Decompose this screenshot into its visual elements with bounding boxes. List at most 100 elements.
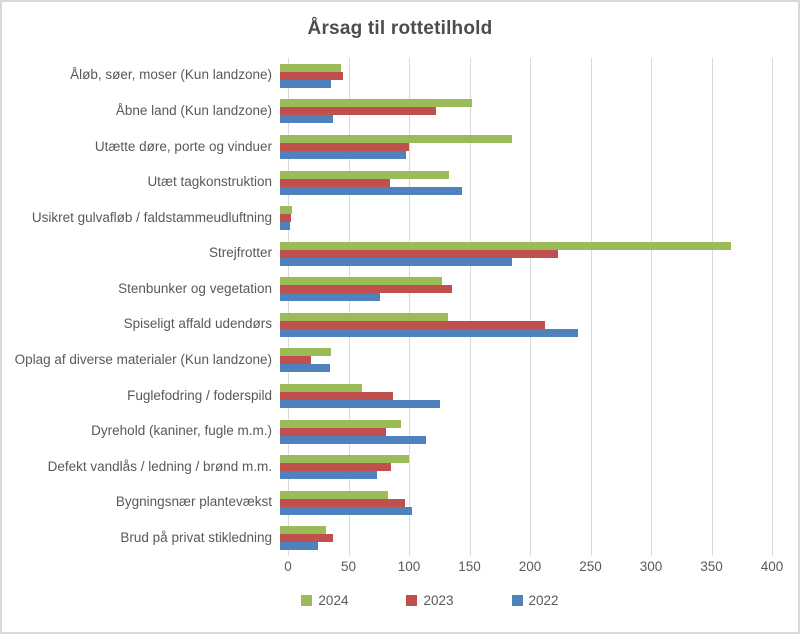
x-tick-label: 350 xyxy=(700,559,723,574)
category-label: Åbne land (Kun landzone) xyxy=(115,102,272,118)
bar-2024 xyxy=(280,419,401,428)
category-label: Fuglefodring / foderspild xyxy=(127,387,272,403)
bar-2024 xyxy=(280,490,388,499)
bar-2023 xyxy=(280,142,410,151)
category-label: Dyrehold (kaniner, fugle m.m.) xyxy=(91,423,272,439)
bar-2024 xyxy=(280,455,410,464)
bar-2022 xyxy=(280,399,440,408)
legend-label: 2024 xyxy=(318,592,349,608)
bar-2022 xyxy=(280,186,462,195)
bar-2022 xyxy=(280,328,578,337)
legend-item-2022: 2022 xyxy=(511,592,559,608)
bar-2023 xyxy=(280,214,291,223)
bar-2022 xyxy=(280,364,330,373)
category-rows: Åløb, søer, moser (Kun landzone) Åbne lan… xyxy=(2,58,798,556)
x-tick-label: 50 xyxy=(340,559,357,574)
category-row: Bygningsnær plantevækst xyxy=(2,485,798,521)
x-tick-label: 300 xyxy=(639,559,663,574)
category-row: Usikret gulvafløb / faldstammeudluftning xyxy=(2,200,798,236)
category-label: Åløb, søer, moser (Kun landzone) xyxy=(70,67,272,83)
gridline-250 xyxy=(590,58,592,556)
category-label: Defekt vandlås / ledning / brønd m.m. xyxy=(47,458,272,474)
bar-2022 xyxy=(280,435,427,444)
bar-2022 xyxy=(280,150,406,159)
legend-swatch-icon xyxy=(406,594,418,606)
bar-2024 xyxy=(280,63,341,72)
category-label: Oplag af diverse materialer (Kun landzon… xyxy=(14,351,272,367)
bar-2023 xyxy=(280,320,545,329)
bar-2023 xyxy=(280,178,391,187)
category-row: Spiseligt affald udendørs xyxy=(2,307,798,343)
legend-item-2024: 2024 xyxy=(301,593,348,608)
category-label: Brud på privat stikledning xyxy=(120,529,272,545)
bar-2023 xyxy=(280,285,452,294)
gridline-100 xyxy=(409,58,410,556)
gridline-300 xyxy=(651,58,652,556)
legend: 2024 2023 2022 xyxy=(2,580,798,620)
category-row: Oplag af diverse materialer (Kun landzon… xyxy=(2,343,798,379)
category-label: Utæt tagkonstruktion xyxy=(147,174,272,190)
bar-2023 xyxy=(280,463,392,472)
bar-group xyxy=(280,99,764,124)
plot-area: Åløb, søer, moser (Kun landzone) Åbne lan… xyxy=(2,58,798,556)
category-label: Stenbunker og vegetation xyxy=(118,280,272,296)
bar-group xyxy=(280,63,764,88)
bar-2023 xyxy=(280,427,387,436)
category-label: Spiseligt affald udendørs xyxy=(123,316,272,332)
bar-group xyxy=(280,348,764,373)
category-row: Utætte døre, porte og vinduer xyxy=(2,129,798,165)
bar-2024 xyxy=(280,277,443,286)
legend-item-2023: 2023 xyxy=(406,592,454,608)
bar-2022 xyxy=(280,222,290,231)
bar-2024 xyxy=(280,241,732,250)
bar-2022 xyxy=(280,471,377,480)
category-row: Strejfrotter xyxy=(2,236,798,272)
bar-2023 xyxy=(280,356,312,365)
gridlines xyxy=(288,58,773,556)
bar-group xyxy=(280,490,764,515)
bar-group xyxy=(280,419,764,444)
category-row: Stenbunker og vegetation xyxy=(2,271,798,307)
bar-2024 xyxy=(280,170,450,179)
bar-2022 xyxy=(280,79,331,88)
bar-2024 xyxy=(280,348,331,357)
bar-2023 xyxy=(280,71,343,80)
legend-label: 2022 xyxy=(528,592,559,608)
category-row: Fuglefodring / foderspild xyxy=(2,378,798,414)
bar-2024 xyxy=(280,99,473,108)
x-tick-label: 0 xyxy=(284,559,292,574)
category-label: Strejfrotter xyxy=(208,245,272,261)
category-label: Utætte døre, porte og vinduer xyxy=(94,138,272,154)
bar-2024 xyxy=(280,383,363,392)
gridline-50 xyxy=(348,58,350,556)
gridline-400 xyxy=(772,58,773,556)
bar-2024 xyxy=(280,134,513,143)
bar-2022 xyxy=(280,542,318,551)
gridline-200 xyxy=(530,58,531,556)
gridline-0 xyxy=(288,58,289,556)
bar-2024 xyxy=(280,312,449,321)
x-tick-label: 400 xyxy=(760,559,784,574)
bar-2024 xyxy=(280,206,293,215)
category-label: Bygningsnær plantevækst xyxy=(115,494,272,510)
bar-group xyxy=(280,134,764,159)
bar-2022 xyxy=(280,293,381,302)
category-row: Åløb, søer, moser (Kun landzone) xyxy=(2,58,798,94)
category-row: Åbne land (Kun landzone) xyxy=(2,94,798,130)
bar-2024 xyxy=(280,526,326,535)
bar-2022 xyxy=(280,506,412,515)
bar-2023 xyxy=(280,498,405,507)
category-label: Usikret gulvafløb / faldstammeudluftning xyxy=(31,209,272,225)
legend-label: 2023 xyxy=(423,592,454,608)
x-tick-label: 250 xyxy=(579,559,602,574)
bar-group xyxy=(280,277,764,302)
category-row: Defekt vandlås / ledning / brønd m.m. xyxy=(2,449,798,485)
bar-group xyxy=(280,170,764,195)
bar-2023 xyxy=(280,534,334,543)
bar-group xyxy=(280,241,764,266)
gridline-150 xyxy=(469,58,471,556)
x-axis: 0 50 100 150 200 250 300 350 400 xyxy=(284,556,783,580)
chart-title: Årsag til rottetilhold xyxy=(307,18,493,39)
bar-2022 xyxy=(280,115,334,124)
